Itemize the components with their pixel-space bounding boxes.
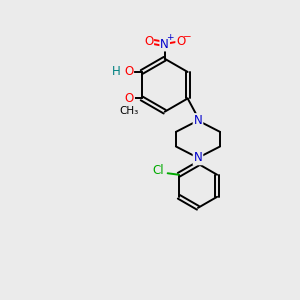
Text: N: N	[194, 114, 202, 127]
Text: N: N	[160, 38, 169, 50]
Text: O: O	[176, 34, 185, 48]
Text: CH₃: CH₃	[119, 106, 138, 116]
Text: N: N	[194, 151, 202, 164]
Text: H: H	[112, 65, 121, 79]
Text: −: −	[183, 32, 192, 42]
Text: Cl: Cl	[152, 164, 164, 177]
Text: +: +	[166, 33, 173, 42]
Text: O: O	[125, 92, 134, 105]
Text: O: O	[144, 34, 153, 48]
Text: O: O	[124, 65, 133, 79]
